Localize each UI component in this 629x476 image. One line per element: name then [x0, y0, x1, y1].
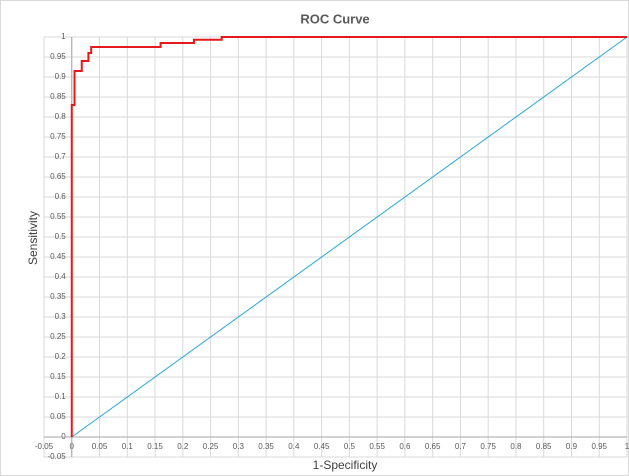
y-tick-label: 1	[61, 32, 66, 41]
y-tick-label: 0.35	[50, 292, 66, 301]
y-tick-label: 0.55	[50, 212, 66, 221]
x-tick-label: 0.15	[147, 442, 163, 451]
x-tick-label: 0.9	[566, 442, 578, 451]
x-tick-label: 0.1	[122, 442, 134, 451]
y-tick-label: 0.95	[50, 52, 66, 61]
x-tick-label: 0.75	[480, 442, 496, 451]
x-tick-label: 0.05	[92, 442, 108, 451]
x-tick-label: 0.95	[591, 442, 607, 451]
y-tick-label: -0.05	[48, 452, 67, 461]
x-tick-label: 0.2	[177, 442, 189, 451]
y-tick-label: 0.3	[55, 312, 67, 321]
y-tick-label: 0.75	[50, 132, 66, 141]
x-tick-label: 0.45	[314, 442, 330, 451]
y-tick-label: 0.8	[55, 112, 67, 121]
x-tick-label: 0.7	[455, 442, 467, 451]
y-tick-label: 0.25	[50, 332, 66, 341]
x-tick-label: 0.5	[344, 442, 356, 451]
x-tick-label: 0.8	[510, 442, 522, 451]
y-tick-label: 0.05	[50, 412, 66, 421]
series-line	[70, 36, 627, 437]
y-tick-label: 0.2	[55, 352, 67, 361]
y-tick-label: 0.45	[50, 252, 66, 261]
y-tick-label: 0.1	[55, 392, 67, 401]
y-tick-label: 0.7	[55, 152, 67, 161]
y-tick-label: 0.6	[55, 192, 67, 201]
x-tick-label: 0.6	[399, 442, 411, 451]
x-tick-label: 0.25	[203, 442, 219, 451]
y-axis-label: Sensitivity	[26, 211, 40, 265]
x-tick-label: 0.35	[258, 442, 274, 451]
x-tick-label: 1	[625, 442, 629, 451]
series-line	[71, 36, 628, 438]
chart-title: ROC Curve	[300, 11, 369, 26]
y-tick-label: 0.5	[55, 232, 67, 241]
y-tick-label: 0.65	[50, 172, 66, 181]
x-tick-label: 0.65	[425, 442, 441, 451]
x-axis-label: 1-Specificity	[313, 458, 378, 472]
x-tick-label: -0.05	[35, 442, 54, 451]
x-tick-label: 0.4	[288, 442, 300, 451]
x-tick-label: 0.55	[369, 442, 385, 451]
y-tick-label: 0.15	[50, 372, 66, 381]
y-tick-label: 0.85	[50, 92, 66, 101]
y-tick-label: 0.4	[55, 272, 67, 281]
y-tick-label: 0.9	[55, 72, 67, 81]
x-tick-label: 0.85	[536, 442, 552, 451]
x-tick-label: 0.3	[233, 442, 245, 451]
